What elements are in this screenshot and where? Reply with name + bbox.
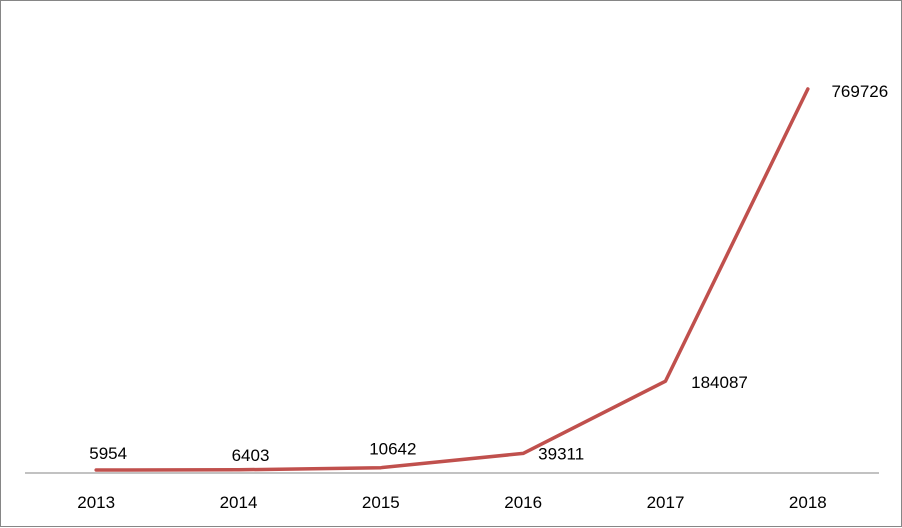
- data-label: 39311: [538, 444, 584, 463]
- data-label: 5954: [89, 444, 127, 463]
- x-tick-label: 2018: [789, 493, 827, 512]
- series-line: [94, 87, 810, 472]
- data-label: 769726: [831, 82, 888, 101]
- x-tick-label: 2016: [504, 493, 542, 512]
- x-tick-label: 2017: [647, 493, 685, 512]
- x-tick-label: 2015: [362, 493, 400, 512]
- x-tick-label: 2013: [77, 493, 115, 512]
- data-label: 184087: [691, 373, 748, 392]
- data-label: 6403: [232, 446, 270, 465]
- x-tick-label: 2014: [220, 493, 258, 512]
- data-label: 10642: [369, 440, 416, 459]
